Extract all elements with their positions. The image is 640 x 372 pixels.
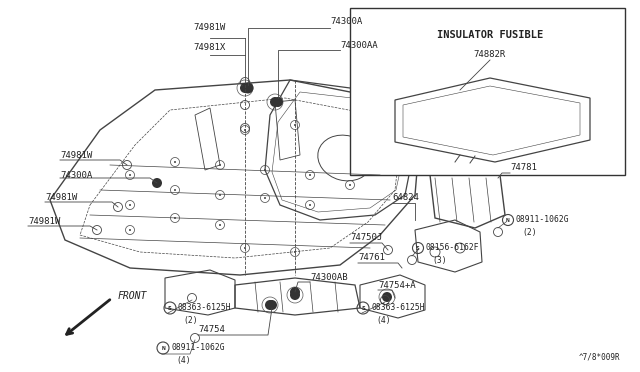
Circle shape bbox=[349, 184, 351, 186]
Circle shape bbox=[270, 97, 280, 107]
Circle shape bbox=[174, 217, 176, 219]
Text: S: S bbox=[168, 305, 172, 311]
Circle shape bbox=[309, 204, 311, 206]
Text: ^7/8*009R: ^7/8*009R bbox=[579, 353, 620, 362]
Circle shape bbox=[309, 174, 311, 176]
Text: 08911-1062G: 08911-1062G bbox=[516, 215, 570, 224]
Text: 74981W: 74981W bbox=[45, 193, 77, 202]
Text: 74882R: 74882R bbox=[474, 50, 506, 59]
Text: (4): (4) bbox=[376, 315, 390, 324]
Text: S: S bbox=[361, 305, 365, 311]
Text: INSULATOR FUSIBLE: INSULATOR FUSIBLE bbox=[437, 30, 543, 40]
Circle shape bbox=[174, 189, 176, 191]
Circle shape bbox=[129, 174, 131, 176]
Text: 74981X: 74981X bbox=[194, 44, 226, 52]
Circle shape bbox=[264, 169, 266, 171]
Circle shape bbox=[129, 229, 131, 231]
Text: 08363-6125H: 08363-6125H bbox=[178, 304, 232, 312]
Circle shape bbox=[219, 164, 221, 166]
Circle shape bbox=[129, 204, 131, 206]
Circle shape bbox=[264, 197, 266, 199]
Text: 74754+A: 74754+A bbox=[378, 280, 415, 289]
Text: 74781: 74781 bbox=[510, 164, 537, 173]
Circle shape bbox=[290, 290, 300, 300]
Text: N: N bbox=[161, 346, 165, 350]
Text: (4): (4) bbox=[176, 356, 191, 365]
Circle shape bbox=[174, 161, 176, 163]
Text: FRONT: FRONT bbox=[118, 291, 147, 301]
Bar bbox=[350, 8, 625, 175]
Circle shape bbox=[152, 178, 162, 188]
Circle shape bbox=[219, 194, 221, 196]
Circle shape bbox=[273, 97, 283, 107]
Circle shape bbox=[243, 83, 253, 93]
Circle shape bbox=[382, 292, 392, 302]
Text: (3): (3) bbox=[432, 256, 447, 264]
Text: 74981W: 74981W bbox=[28, 218, 60, 227]
Circle shape bbox=[267, 300, 277, 310]
Text: 74300A: 74300A bbox=[330, 17, 362, 26]
Text: 74981W: 74981W bbox=[194, 23, 226, 32]
Text: 08156-6162F: 08156-6162F bbox=[426, 244, 479, 253]
Circle shape bbox=[240, 83, 250, 93]
Text: 74300A: 74300A bbox=[60, 170, 92, 180]
Text: (2): (2) bbox=[522, 228, 536, 237]
Text: 08911-1062G: 08911-1062G bbox=[171, 343, 225, 353]
Text: 74300AB: 74300AB bbox=[310, 273, 348, 282]
Circle shape bbox=[265, 300, 275, 310]
Text: N: N bbox=[506, 218, 510, 222]
Text: 64824: 64824 bbox=[392, 193, 419, 202]
Text: 74754: 74754 bbox=[198, 326, 225, 334]
Circle shape bbox=[244, 129, 246, 131]
Text: 74300AA: 74300AA bbox=[340, 41, 378, 49]
Text: S: S bbox=[416, 246, 420, 250]
Text: 08363-6125H: 08363-6125H bbox=[371, 304, 424, 312]
Circle shape bbox=[294, 124, 296, 126]
Text: 74981W: 74981W bbox=[60, 151, 92, 160]
Text: (2): (2) bbox=[183, 315, 198, 324]
Text: 74761: 74761 bbox=[358, 253, 385, 263]
Circle shape bbox=[294, 251, 296, 253]
Text: 74750J: 74750J bbox=[350, 234, 382, 243]
Circle shape bbox=[244, 247, 246, 249]
Circle shape bbox=[290, 287, 300, 297]
Circle shape bbox=[219, 224, 221, 226]
